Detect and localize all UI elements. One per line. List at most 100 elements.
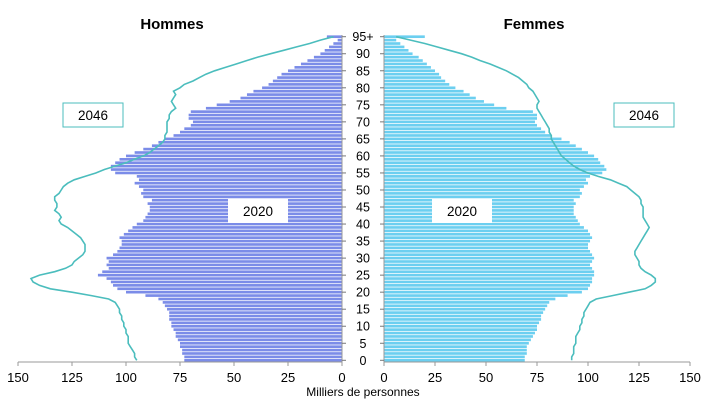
women-bar-age-38 [384,229,588,233]
women-bar-age-16 [384,304,548,308]
men-bar-age-69 [190,123,342,127]
women-bar-age-9 [384,328,537,331]
men-bar-age-59 [119,157,343,161]
age-tick-label: 10 [356,320,370,334]
men-bar-age-28 [106,263,342,267]
men-bar-age-81 [268,83,342,86]
men-bar-age-73 [190,110,342,113]
women-bar-age-63 [384,144,576,148]
x-tick-label: 75 [173,370,187,385]
men-bar-age-95 [326,35,342,39]
women-bar-age-53 [384,178,586,182]
women-bar-age-73 [384,110,533,113]
women-bar-age-29 [384,260,593,263]
men-bar-age-39 [132,226,342,229]
women-bar-age-55 [384,171,603,175]
women-bar-age-31 [384,253,593,257]
women-bar-age-50 [384,188,580,192]
age-tick-label: 40 [356,218,370,232]
age-tick-label: 85 [356,64,370,78]
women-bar-age-15 [384,307,546,311]
men-bar-age-64 [158,140,342,144]
women-bar-age-89 [384,55,419,59]
men-bar-age-32 [117,249,342,253]
women-bar-age-11 [384,321,540,325]
women-bar-age-91 [384,48,409,52]
women-bar-age-87 [384,62,427,66]
x-tick-label: 50 [479,370,493,385]
men-bar-age-11 [171,321,342,325]
x-tick-label: 0 [338,370,345,385]
age-tick-label: 45 [356,201,370,215]
men-2046-label: 2046 [78,108,108,123]
men-bar-age-30 [106,256,342,260]
men-bar-age-9 [173,328,342,331]
women-bar-age-57 [384,164,605,168]
women-bar-age-19 [384,294,568,297]
women-bar-age-82 [384,79,446,83]
men-bar-age-72 [188,113,342,117]
women-2046-line [396,35,657,361]
men-bar-age-2 [182,352,342,355]
x-tick-label: 50 [227,370,241,385]
men-bar-age-56 [110,168,342,171]
age-tick-label: 20 [356,286,370,300]
women-bar-age-71 [384,117,537,120]
women-bar-age-90 [384,52,413,56]
x-tick-label: 150 [679,370,701,385]
men-bar-age-67 [180,130,342,134]
men-bar-age-36 [119,236,343,240]
men-bar-age-16 [164,304,342,308]
men-bar-age-31 [113,253,342,257]
x-tick-label: 25 [428,370,442,385]
men-bar-age-86 [294,66,342,69]
men-bar-age-93 [333,42,342,45]
men-bar-age-75 [216,103,342,107]
men-bar-age-79 [253,89,342,93]
men-bar-age-10 [171,324,342,328]
women-bar-age-52 [384,181,588,185]
women-bar-age-20 [384,290,582,294]
x-tick-label: 100 [115,370,137,385]
women-bar-age-76 [384,100,484,103]
x-tick-label: 0 [380,370,387,385]
projection-lines [29,35,657,361]
men-bar-age-29 [108,260,342,263]
women-bar-age-18 [384,297,556,301]
women-bar-age-67 [384,130,546,134]
women-bars [384,35,607,362]
age-tick-label: 65 [356,132,370,146]
men-bar-age-88 [307,59,342,62]
women-bar-age-83 [384,76,442,79]
women-bar-age-66 [384,134,552,137]
women-bar-age-6 [384,338,531,342]
women-bar-age-94 [384,38,397,42]
men-bar-age-35 [121,239,343,243]
men-bar-age-12 [169,318,342,321]
men-bar-age-85 [288,69,342,73]
men-bar-age-26 [102,270,343,274]
men-bar-age-84 [281,72,342,76]
women-bar-age-77 [384,96,476,100]
age-tick-label: 0 [360,354,367,368]
women-bar-age-28 [384,263,591,267]
men-bar-age-76 [229,100,342,103]
women-bar-age-5 [384,341,529,345]
women-bar-age-23 [384,280,593,284]
men-bar-age-63 [151,144,342,148]
women-bar-age-49 [384,192,582,195]
women-bar-age-84 [384,72,440,76]
x-tick-label: 75 [530,370,544,385]
men-bars [97,35,343,362]
women-2046-label-box [613,102,675,128]
women-bar-age-25 [384,273,595,277]
age-tick-label: 30 [356,252,370,266]
men-bar-age-18 [158,297,342,301]
women-bar-age-92 [384,45,405,49]
men-bar-age-94 [337,38,342,42]
men-2046-line [29,35,334,361]
age-tick-label: 55 [356,166,370,180]
men-bar-age-1 [184,355,342,359]
